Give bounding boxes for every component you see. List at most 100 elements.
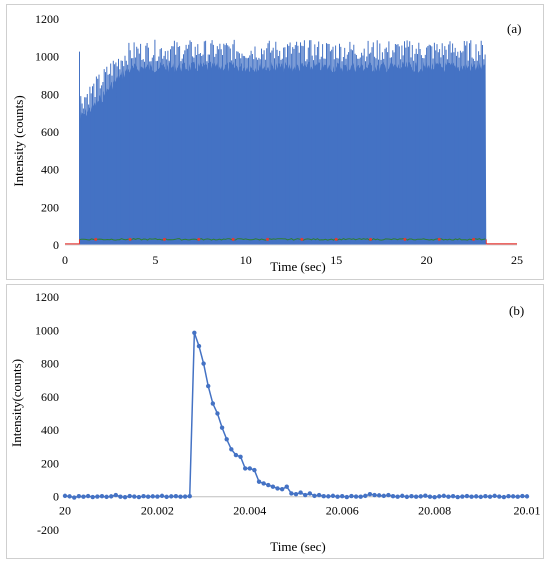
chart-b-data-point: [473, 494, 479, 499]
chart-b-y-tick-label: 0: [53, 490, 59, 504]
chart-b-data-point: [284, 484, 289, 489]
chart-a-y-tick-label: 1200: [35, 12, 59, 26]
chart-a-baseline-marker: [265, 237, 269, 241]
chart-a-x-tick-label: 15: [330, 253, 342, 267]
chart-b-data-point: [118, 494, 123, 499]
chart-b-data-point: [395, 494, 400, 499]
chart-b-data-point: [219, 425, 225, 430]
chart-b-data-point: [510, 494, 516, 499]
chart-a-svg: 0 200 400 600 800 1000 1200 0 5 10 15 20 25 (a) Time…: [11, 12, 523, 274]
chart-b-data-point: [423, 493, 428, 498]
chart-b-data-point: [256, 479, 262, 484]
chart-b-data-point: [446, 494, 451, 499]
chart-b-data-point: [376, 493, 382, 498]
chart-b-data-point: [363, 493, 368, 499]
chart-a-y-axis-label: Intensity (counts): [11, 95, 26, 186]
chart-a-baseline-marker: [197, 237, 201, 241]
chart-b-data-point: [367, 492, 373, 497]
chart-a-plot: [65, 39, 517, 245]
chart-b-data-point: [182, 494, 188, 499]
chart-b-data-point: [279, 487, 285, 492]
chart-b-data-point: [72, 495, 77, 500]
chart-b-y-tick-label: -200: [37, 523, 59, 537]
chart-a-baseline-marker: [231, 237, 235, 241]
chart-panel-a: 0 200 400 600 800 1000 1200 0 5 10 15 20 25 (a) Time…: [6, 4, 544, 280]
chart-b-data-point: [159, 493, 165, 499]
chart-a-axes: 0 200 400 600 800 1000 1200 0 5 10 15 20 25: [35, 12, 523, 267]
chart-b-data-point: [104, 494, 109, 500]
chart-b-data-point: [169, 494, 174, 499]
chart-a-y-tick-label: 200: [41, 200, 59, 214]
chart-b-plot: [62, 330, 530, 500]
chart-a-baseline-marker: [472, 237, 476, 241]
chart-b-data-point: [506, 494, 511, 499]
chart-b-data-point: [298, 490, 303, 495]
chart-b-svg: -200 0 200 400 600 800 1000 1200 20 20.002 20.004 2…: [9, 290, 541, 554]
chart-b-data-point: [349, 493, 354, 499]
chart-b-data-point: [487, 494, 493, 499]
chart-b-data-point: [483, 494, 488, 499]
chart-b-y-tick-label: 1200: [35, 290, 59, 304]
chart-b-data-point: [303, 492, 308, 498]
chart-b-data-point: [335, 494, 340, 499]
chart-b-data-point: [150, 494, 155, 499]
chart-b-data-point: [229, 447, 234, 452]
chart-a-x-tick-label: 5: [152, 253, 158, 267]
chart-b-data-point: [266, 482, 271, 488]
chart-b-data-point: [321, 494, 326, 499]
chart-a-baseline-marker: [94, 237, 98, 241]
chart-a-x-axis-label: Time (sec): [270, 259, 326, 274]
chart-b-data-point: [307, 491, 313, 496]
chart-b-x-tick-label: 20.004: [233, 504, 266, 518]
chart-b-data-point: [524, 494, 530, 499]
chart-a-baseline-marker: [369, 237, 373, 241]
chart-b-data-point: [85, 493, 91, 499]
chart-b-data-point: [358, 494, 363, 499]
chart-b-data-point: [136, 494, 142, 500]
chart-b-data-point: [122, 495, 128, 500]
chart-a-y-tick-label: 0: [53, 238, 59, 252]
chart-a-y-tick-label: 400: [41, 163, 59, 177]
chart-a-panel-label: (a): [507, 21, 521, 36]
chart-a-baseline-marker: [334, 237, 338, 241]
chart-b-x-axis-label: Time (sec): [270, 539, 326, 554]
chart-b-data-point: [340, 494, 345, 499]
chart-b-data-point: [127, 493, 132, 499]
chart-b-data-point: [353, 494, 359, 499]
chart-b-y-axis-label: Intensity(counts): [9, 359, 24, 447]
chart-b-data-point: [187, 494, 192, 499]
chart-a-x-tick-label: 20: [421, 253, 433, 267]
chart-b-data-point: [215, 411, 220, 416]
chart-b-x-tick-label: 20.002: [141, 504, 174, 518]
chart-b-data-point: [76, 494, 82, 499]
chart-b-data-point: [238, 454, 243, 459]
chart-a-y-tick-label: 1000: [35, 50, 59, 64]
chart-a-baseline-marker: [162, 237, 166, 241]
chart-b-y-tick-label: 200: [41, 456, 59, 470]
chart-b-data-point: [432, 495, 437, 500]
chart-b-data-point: [464, 493, 470, 499]
chart-a-x-tick-label: 0: [62, 253, 68, 267]
chart-a-baseline-marker: [437, 237, 441, 241]
chart-b-data-point: [201, 361, 206, 366]
chart-b-data-point: [441, 493, 447, 499]
chart-b-data-point: [62, 493, 68, 499]
chart-b-data-point: [492, 493, 497, 499]
chart-b-data-point: [155, 494, 160, 499]
chart-b-data-point: [409, 494, 414, 499]
chart-b-data-point: [400, 493, 405, 499]
chart-a-y-tick-label: 600: [41, 125, 59, 139]
chart-b-data-point: [326, 494, 331, 499]
chart-b-data-point: [330, 493, 336, 499]
chart-b-axes: -200 0 200 400 600 800 1000 1200 20 20.002 20.004 2…: [35, 290, 541, 537]
chart-b-data-point: [316, 492, 322, 498]
chart-b-data-point: [67, 494, 72, 499]
chart-b-data-point: [418, 494, 423, 499]
chart-b-data-point: [242, 466, 248, 471]
chart-b-data-point: [164, 494, 169, 500]
chart-b-data-point: [192, 330, 197, 335]
chart-a-baseline-marker: [403, 237, 407, 241]
chart-b-y-tick-label: 1000: [35, 323, 59, 337]
chart-b-data-point: [497, 494, 502, 499]
chart-b-data-point: [196, 343, 202, 349]
